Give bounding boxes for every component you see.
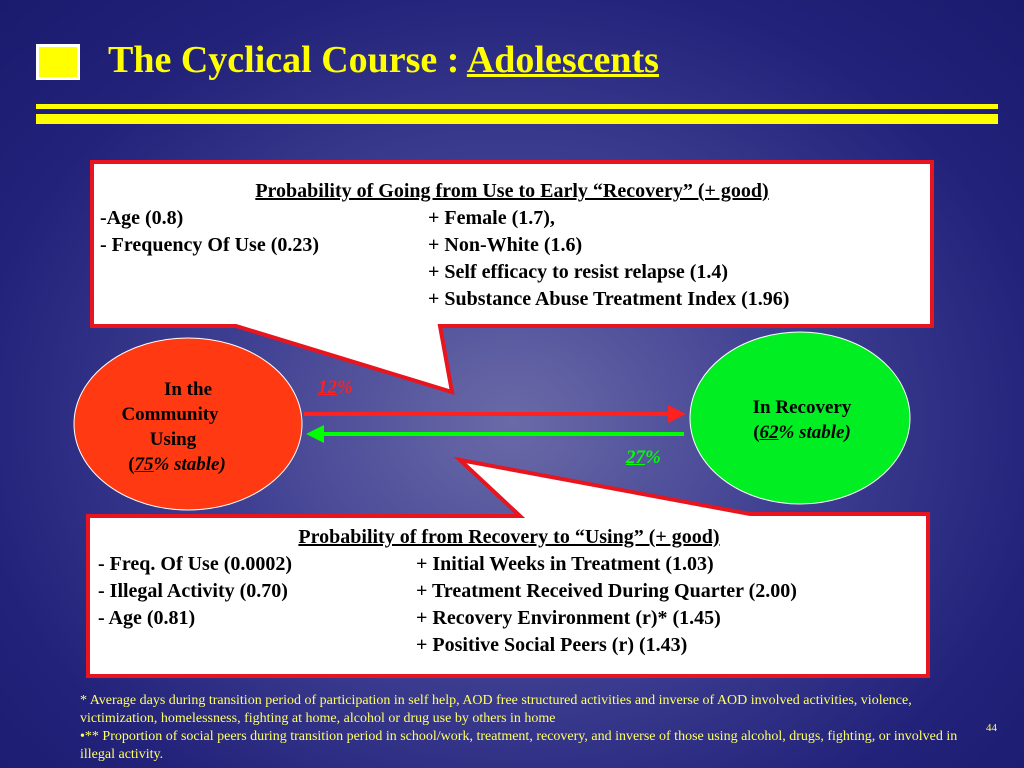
transition-to-recovery-pct: 12% xyxy=(318,377,353,399)
top-row-right: + Non-White (1.6) xyxy=(428,234,583,256)
arrow-to-recovery-head xyxy=(668,405,686,423)
recovery-circle-label: In Recovery (62% stable) xyxy=(720,395,884,445)
top-row-right: + Self efficacy to resist relapse (1.4) xyxy=(428,261,729,283)
to-recovery-num: 12 xyxy=(318,377,337,398)
recovery-pct-open: ( xyxy=(753,422,760,443)
bottom-row: + Positive Social Peers (r) (1.43) xyxy=(98,632,920,659)
to-using-sign: % xyxy=(645,447,661,468)
bottom-row-left: - Freq. Of Use (0.0002) xyxy=(98,553,293,575)
title-main: The Cyclical Course : xyxy=(108,39,467,81)
top-callout-text: Probability of Going from Use to Early “… xyxy=(100,178,924,313)
recovery-pct-line: (62% stable) xyxy=(720,420,884,445)
top-row-right: + Substance Abuse Treatment Index (1.96) xyxy=(428,288,790,310)
top-callout-shape xyxy=(90,160,934,395)
top-row-right: + Female (1.7), xyxy=(428,207,555,229)
slide-title: The Cyclical Course : Adolescents xyxy=(108,38,659,82)
transition-to-using-pct: 27% xyxy=(626,447,661,469)
top-callout-heading: Probability of Going from Use to Early “… xyxy=(255,180,769,202)
footnote-1: * Average days during transition period … xyxy=(80,693,912,726)
bottom-callout-heading: Probability of from Recovery to “Using” … xyxy=(298,526,720,548)
using-pct-value: 75 xyxy=(134,454,154,475)
bottom-row-left: - Illegal Activity (0.70) xyxy=(98,580,288,602)
using-line2: Community xyxy=(121,404,219,425)
footnote-2: •** Proportion of social peers during tr… xyxy=(80,729,958,762)
bottom-row-right: + Treatment Received During Quarter (2.0… xyxy=(416,580,797,602)
using-line3: Using xyxy=(149,429,197,450)
arrow-to-using-head xyxy=(306,425,324,443)
title-emphasis: Adolescents xyxy=(466,39,659,81)
top-row: + Substance Abuse Treatment Index (1.96) xyxy=(100,286,924,313)
bottom-row-right: + Positive Social Peers (r) (1.43) xyxy=(416,634,688,656)
using-pct-line: (75% stable) xyxy=(86,452,268,477)
recovery-pct-suffix: % stable) xyxy=(778,422,851,443)
bottom-row: - Illegal Activity (0.70) + Treatment Rec… xyxy=(98,578,920,605)
title-rule-thin xyxy=(36,104,998,109)
top-row: -Age (0.8) + Female (1.7), xyxy=(100,205,924,232)
using-pct-suffix: % stable) xyxy=(153,454,226,475)
page-number: 44 xyxy=(986,722,997,734)
recovery-line1: In Recovery xyxy=(752,397,852,418)
using-pct-open: ( xyxy=(128,454,135,475)
using-line1: In the xyxy=(163,379,213,400)
bottom-row: - Freq. Of Use (0.0002) + Initial Weeks i… xyxy=(98,551,920,578)
bottom-row-right: + Initial Weeks in Treatment (1.03) xyxy=(416,553,714,575)
recovery-circle xyxy=(689,331,911,505)
recovery-pct-value: 62 xyxy=(759,422,779,443)
bottom-row: - Age (0.81) + Recovery Environment (r)* … xyxy=(98,605,920,632)
using-circle-label: In the Community Using (75% stable) xyxy=(108,377,268,477)
footnotes: * Average days during transition period … xyxy=(80,692,980,764)
title-bullet-square xyxy=(36,44,80,80)
using-circle xyxy=(73,337,303,511)
bottom-callout-text: Probability of from Recovery to “Using” … xyxy=(98,524,920,659)
top-row-left: -Age (0.8) xyxy=(100,207,184,229)
bottom-callout-shape xyxy=(86,456,930,678)
bottom-row-right: + Recovery Environment (r)* (1.45) xyxy=(416,607,721,629)
title-rule-thick xyxy=(36,114,998,124)
top-row: - Frequency Of Use (0.23) + Non-White (1.… xyxy=(100,232,924,259)
top-row: + Self efficacy to resist relapse (1.4) xyxy=(100,259,924,286)
top-row-left: - Frequency Of Use (0.23) xyxy=(100,234,320,256)
to-using-num: 27 xyxy=(626,447,645,468)
bottom-row-left: - Age (0.81) xyxy=(98,607,196,629)
to-recovery-sign: % xyxy=(337,377,353,398)
